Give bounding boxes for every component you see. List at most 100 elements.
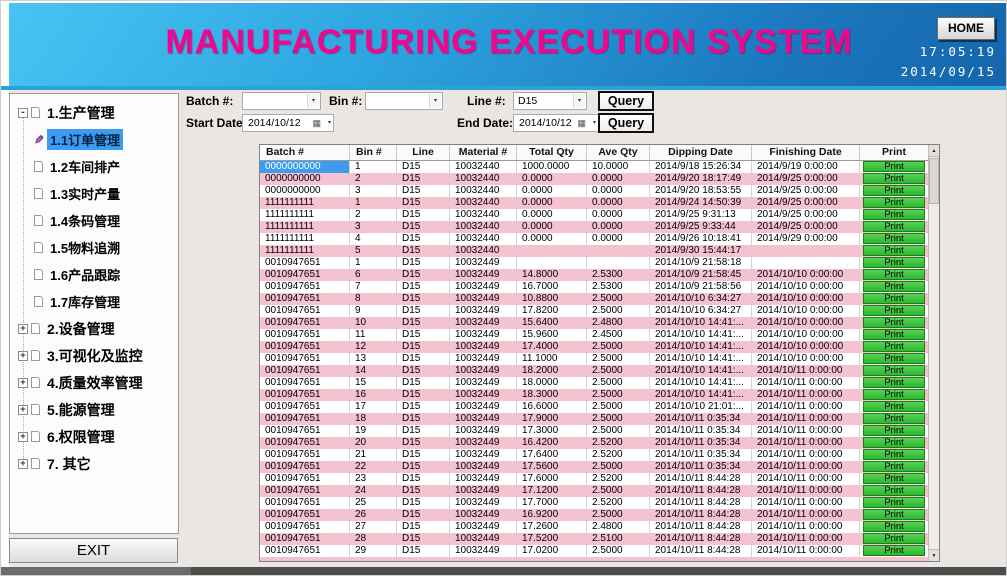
print-button[interactable]: Print (863, 509, 925, 520)
sidebar-item[interactable]: 1.2车间排产 (10, 153, 178, 180)
print-button[interactable]: Print (863, 365, 925, 376)
print-button[interactable]: Print (863, 209, 925, 220)
sidebar-item[interactable]: 1.7库存管理 (10, 288, 178, 315)
table-row[interactable]: 0010947651 15 D15 10032449 18.0000 2.5000 2014… (260, 377, 928, 389)
sidebar-item[interactable]: +4.质量效率管理 (10, 369, 178, 396)
print-button[interactable]: Print (863, 305, 925, 316)
print-button[interactable]: Print (863, 401, 925, 412)
vertical-scrollbar[interactable]: ▲ ▼ (928, 145, 939, 561)
sidebar-item[interactable]: 1.5物料追溯 (10, 234, 178, 261)
table-row[interactable]: 0010947651 13 D15 10032449 11.1000 2.5000 2014… (260, 353, 928, 365)
table-row[interactable]: 0010947651 19 D15 10032449 17.3000 2.5000 2014… (260, 425, 928, 437)
sidebar-item[interactable]: +2.设备管理 (10, 315, 178, 342)
print-button[interactable]: Print (863, 425, 925, 436)
print-button[interactable]: Print (863, 473, 925, 484)
print-button[interactable]: Print (863, 497, 925, 508)
column-header[interactable]: Finishing Date (752, 145, 860, 160)
sidebar-item[interactable]: ✎ 1.1订单管理 (10, 126, 178, 153)
print-button[interactable]: Print (863, 521, 925, 532)
table-row[interactable]: 0010947651 25 D15 10032449 17.7000 2.5200 2014… (260, 497, 928, 509)
table-row[interactable]: 0010947651 20 D15 10032449 16.4200 2.5200 2014… (260, 437, 928, 449)
table-row[interactable]: 1111111111 5 D15 10032440 2014/9/30 15:44:17… (260, 245, 928, 257)
home-button[interactable]: HOME (937, 17, 995, 40)
column-header[interactable]: Ave Qty (587, 145, 650, 160)
table-row[interactable]: 0010947651 10 D15 10032449 15.6400 2.4800 2014… (260, 317, 928, 329)
print-button[interactable]: Print (863, 377, 925, 388)
table-row[interactable]: 0010947651 27 D15 10032449 17.2600 2.4800 2014… (260, 521, 928, 533)
table-row[interactable]: 0010947651 8 D15 10032449 10.8800 2.5000 2014/… (260, 293, 928, 305)
print-button[interactable]: Print (863, 485, 925, 496)
print-button[interactable]: Print (863, 257, 925, 268)
sidebar-item[interactable]: +6.权限管理 (10, 423, 178, 450)
scroll-down-icon[interactable]: ▼ (929, 549, 939, 561)
line-combobox[interactable]: D15 ▾ (513, 92, 587, 110)
print-button[interactable]: Print (863, 293, 925, 304)
table-row[interactable]: 0010947651 22 D15 10032449 17.5600 2.5000 2014… (260, 461, 928, 473)
table-row[interactable]: 0010947651 11 D15 10032449 15.9600 2.4500 2014… (260, 329, 928, 341)
print-button[interactable]: Print (863, 341, 925, 352)
print-button[interactable]: Print (863, 245, 925, 256)
print-button[interactable]: Print (863, 389, 925, 400)
column-header[interactable]: Line (397, 145, 450, 160)
print-button[interactable]: Print (863, 221, 925, 232)
expand-icon[interactable]: + (18, 350, 28, 361)
print-button[interactable]: Print (863, 329, 925, 340)
sidebar-item[interactable]: +3.可视化及监控 (10, 342, 178, 369)
table-row[interactable]: 0010947651 23 D15 10032449 17.6000 2.5200 2014… (260, 473, 928, 485)
chevron-down-icon[interactable]: ▾ (573, 94, 585, 108)
print-button[interactable]: Print (863, 437, 925, 448)
table-row[interactable]: 0010947651 6 D15 10032449 14.8000 2.5300 2014/… (260, 269, 928, 281)
query-button-bottom[interactable]: Query (598, 113, 654, 133)
chevron-down-icon[interactable]: ▾ (592, 120, 596, 126)
table-row[interactable]: 1111111111 4 D15 10032440 0.0000 0.0000 2014/9… (260, 233, 928, 245)
print-button[interactable]: Print (863, 449, 925, 460)
table-row[interactable]: 0000000000 3 D15 10032440 0.0000 0.0000 2014/9… (260, 185, 928, 197)
query-button-top[interactable]: Query (598, 91, 654, 111)
table-row[interactable]: 1111111111 1 D15 10032440 0.0000 0.0000 2014/9… (260, 197, 928, 209)
print-button[interactable]: Print (863, 353, 925, 364)
table-row[interactable]: 0000000000 2 D15 10032440 0.0000 0.0000 2014/9… (260, 173, 928, 185)
expand-icon[interactable]: + (18, 404, 28, 415)
table-row[interactable]: 0010947651 24 D15 10032449 17.1200 2.5000 2014… (260, 485, 928, 497)
table-row[interactable]: 0010947651 17 D15 10032449 16.6000 2.5000 2014… (260, 401, 928, 413)
end-date-picker[interactable]: 2014/10/12 ▦ ▾ (513, 114, 599, 132)
sidebar-item[interactable]: 1.3实时产量 (10, 180, 178, 207)
print-button[interactable]: Print (863, 317, 925, 328)
table-row[interactable]: 0010947651 29 D15 10032449 17.0200 2.5000 2014… (260, 545, 928, 557)
print-button[interactable]: Print (863, 533, 925, 544)
column-header[interactable]: Bin # (350, 145, 397, 160)
chevron-down-icon[interactable]: ▾ (327, 120, 331, 126)
scrollbar-thumb[interactable] (929, 158, 939, 204)
chevron-down-icon[interactable]: ▾ (429, 94, 441, 108)
expand-icon[interactable]: + (18, 431, 28, 442)
sidebar-item[interactable]: 1.4条码管理 (10, 207, 178, 234)
table-row[interactable]: 0010947651 16 D15 10032449 18.3000 2.5000 2014… (260, 389, 928, 401)
sidebar-item[interactable]: 1.6产品跟踪 (10, 261, 178, 288)
column-header[interactable]: Batch # (260, 145, 350, 160)
table-row[interactable]: 0010947651 9 D15 10032449 17.8200 2.5000 2014/… (260, 305, 928, 317)
batch-combobox[interactable]: ▾ (242, 92, 321, 110)
print-button[interactable]: Print (863, 269, 925, 280)
table-row[interactable]: 0000000000 1 D15 10032440 1000.0000 10.0000 20… (260, 161, 928, 173)
column-header[interactable]: Print (882, 146, 906, 158)
bin-combobox[interactable]: ▾ (365, 92, 443, 110)
table-row[interactable]: 1111111111 3 D15 10032440 0.0000 0.0000 2014/9… (260, 221, 928, 233)
chevron-down-icon[interactable]: ▾ (307, 94, 319, 108)
print-button[interactable]: Print (863, 461, 925, 472)
collapse-icon[interactable]: - (18, 107, 28, 118)
print-button[interactable]: Print (863, 185, 925, 196)
table-row[interactable]: 0010947651 12 D15 10032449 17.4000 2.5000 2014… (260, 341, 928, 353)
start-date-picker[interactable]: 2014/10/12 ▦ ▾ (242, 114, 334, 132)
print-button[interactable]: Print (863, 545, 925, 556)
table-row[interactable]: 0010947651 18 D15 10032449 17.9000 2.5000 2014… (260, 413, 928, 425)
table-row[interactable]: 0010947651 26 D15 10032449 16.9200 2.5000 2014… (260, 509, 928, 521)
column-header[interactable]: Total Qty (517, 145, 587, 160)
table-row[interactable]: 0010947651 14 D15 10032449 18.2000 2.5000 2014… (260, 365, 928, 377)
table-row[interactable]: 0010947651 28 D15 10032449 17.5200 2.5100 2014… (260, 533, 928, 545)
sidebar-item[interactable]: +7. 其它 (10, 450, 178, 477)
expand-icon[interactable]: + (18, 377, 28, 388)
print-button[interactable]: Print (863, 197, 925, 208)
print-button[interactable]: Print (863, 281, 925, 292)
exit-button[interactable]: EXIT (9, 538, 178, 563)
column-header[interactable]: Material # (450, 145, 517, 160)
